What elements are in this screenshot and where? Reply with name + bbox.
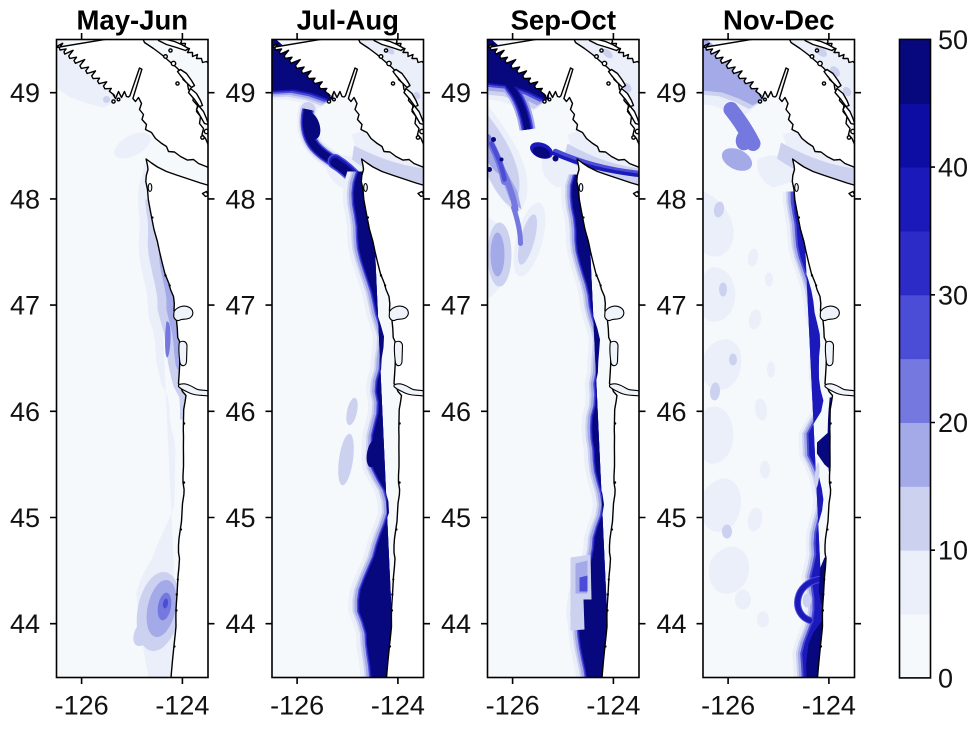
svg-text:May-Jun: May-Jun [77,5,189,36]
svg-text:47: 47 [10,291,40,321]
svg-text:-124: -124 [802,691,856,721]
svg-text:30: 30 [938,280,968,310]
svg-text:-126: -126 [270,691,324,721]
svg-text:46: 46 [441,397,471,427]
svg-text:-124: -124 [155,691,209,721]
svg-text:-126: -126 [55,691,109,721]
svg-text:47: 47 [441,291,471,321]
svg-text:48: 48 [10,184,40,214]
svg-text:48: 48 [225,184,255,214]
svg-text:20: 20 [938,408,968,438]
svg-text:49: 49 [225,78,255,108]
svg-text:Jul-Aug: Jul-Aug [297,5,399,36]
svg-text:-126: -126 [486,691,540,721]
svg-text:46: 46 [10,397,40,427]
svg-text:46: 46 [656,397,686,427]
svg-text:46: 46 [225,397,255,427]
svg-text:47: 47 [225,291,255,321]
svg-text:44: 44 [10,609,40,639]
svg-text:44: 44 [441,609,471,639]
svg-text:45: 45 [441,503,471,533]
svg-text:-124: -124 [371,691,425,721]
svg-text:40: 40 [938,153,968,183]
svg-text:-124: -124 [586,691,640,721]
svg-text:48: 48 [656,184,686,214]
svg-text:45: 45 [656,503,686,533]
svg-text:Sep-Oct: Sep-Oct [511,5,616,36]
svg-text:48: 48 [441,184,471,214]
svg-text:-126: -126 [701,691,755,721]
svg-text:45: 45 [10,503,40,533]
svg-text:0: 0 [938,663,953,693]
svg-text:44: 44 [225,609,255,639]
svg-text:Nov-Dec: Nov-Dec [723,5,835,36]
svg-text:50: 50 [938,25,968,55]
svg-text:49: 49 [656,78,686,108]
svg-text:45: 45 [225,503,255,533]
svg-text:47: 47 [656,291,686,321]
svg-text:10: 10 [938,536,968,566]
svg-text:49: 49 [10,78,40,108]
svg-text:44: 44 [656,609,686,639]
svg-text:49: 49 [441,78,471,108]
